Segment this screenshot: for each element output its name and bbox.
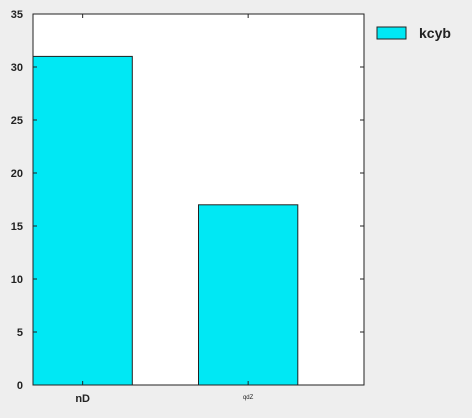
- plot-frame: [32, 13, 365, 386]
- legend-swatch-kcyb: [376, 26, 407, 40]
- legend: kcyb: [376, 25, 451, 41]
- y-tick-label-5: 5: [17, 327, 23, 339]
- legend-label-kcyb: kcyb: [419, 25, 451, 41]
- x-tick-label-nd: nD: [75, 393, 90, 405]
- bar-qdz: [198, 204, 299, 386]
- bars-layer: [32, 55, 299, 386]
- y-tick-label-20: 20: [11, 168, 23, 180]
- y-tick-label-25: 25: [11, 115, 23, 127]
- y-tick-label-10: 10: [11, 274, 23, 286]
- ticks-layer: nD qdZ 0 5 10 15 20 25 30 35: [11, 9, 364, 405]
- y-tick-label-30: 30: [11, 62, 23, 74]
- x-tick-label-qdz: qdZ: [243, 395, 254, 401]
- y-tick-label-15: 15: [11, 221, 23, 233]
- y-tick-label-35: 35: [11, 9, 23, 21]
- y-tick-label-0: 0: [17, 380, 23, 392]
- bar-nd: [32, 55, 133, 386]
